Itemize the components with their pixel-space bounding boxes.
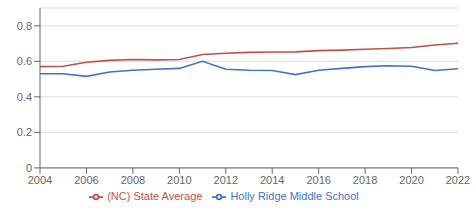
svg-text:2008: 2008 [121, 174, 145, 186]
svg-text:0.2: 0.2 [17, 126, 32, 138]
html-text:Holly Ridge Middle School: Holly Ridge Middle School [230, 189, 359, 202]
svg-text:2010: 2010 [167, 174, 191, 186]
svg-text:0.6: 0.6 [17, 55, 32, 67]
svg-text:2020: 2020 [399, 174, 423, 186]
svg-text:2014: 2014 [260, 174, 284, 186]
svg-text:0: 0 [26, 162, 32, 174]
svg-text:2004: 2004 [28, 174, 52, 186]
svg-text:2012: 2012 [214, 174, 238, 186]
svg-text:0.4: 0.4 [17, 91, 32, 103]
svg-text:2018: 2018 [353, 174, 377, 186]
svg-text:2016: 2016 [306, 174, 330, 186]
html-text:(NC) State Average: (NC) State Average [107, 189, 203, 202]
svg-text:2022: 2022 [446, 174, 466, 186]
svg-text:0.8: 0.8 [17, 20, 32, 32]
svg-text:2006: 2006 [74, 174, 98, 186]
